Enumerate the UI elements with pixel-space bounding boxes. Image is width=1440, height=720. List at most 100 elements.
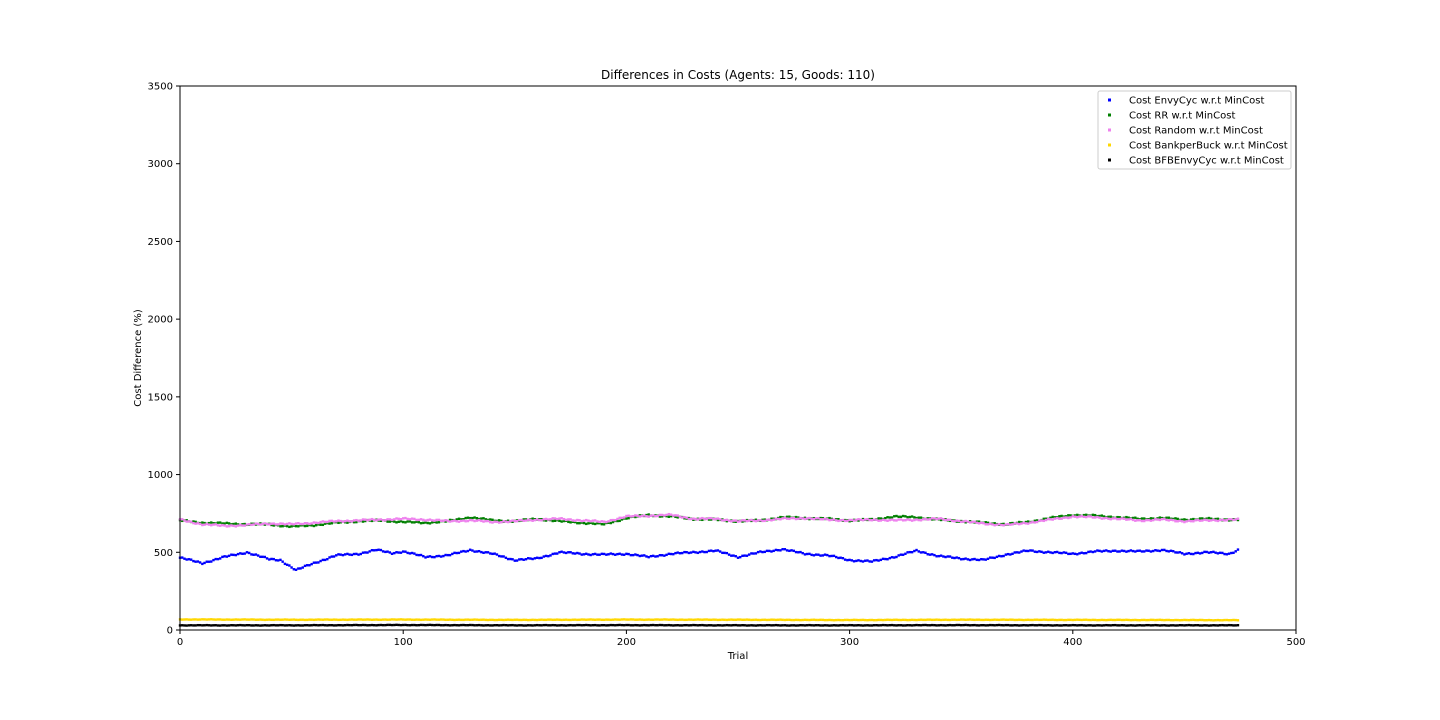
data-point xyxy=(424,618,427,621)
data-point xyxy=(346,618,349,622)
data-point xyxy=(234,624,237,627)
data-point xyxy=(587,623,590,627)
data-point xyxy=(598,520,601,524)
data-point xyxy=(417,553,421,557)
data-point xyxy=(277,559,280,562)
data-point xyxy=(1035,618,1039,621)
data-point xyxy=(535,618,539,622)
data-point xyxy=(930,553,934,556)
data-point xyxy=(658,618,662,621)
data-point xyxy=(611,618,615,621)
data-point xyxy=(551,519,554,523)
data-point xyxy=(826,553,829,557)
data-point xyxy=(192,618,195,621)
data-point xyxy=(1091,624,1095,627)
data-point xyxy=(1087,618,1090,622)
data-point xyxy=(424,521,427,524)
data-point xyxy=(687,618,691,621)
data-point xyxy=(730,624,733,627)
data-point xyxy=(625,552,628,556)
data-point xyxy=(1147,618,1150,622)
data-point xyxy=(247,523,251,526)
x-tick-label: 200 xyxy=(617,637,636,648)
data-point xyxy=(1020,624,1023,627)
data-point xyxy=(1138,519,1141,522)
data-point xyxy=(221,522,224,525)
data-point xyxy=(944,555,947,559)
data-point xyxy=(306,624,309,627)
data-point xyxy=(308,522,311,526)
data-point xyxy=(484,624,487,627)
data-point xyxy=(364,551,367,554)
data-point xyxy=(1018,520,1021,524)
x-tick-label: 0 xyxy=(177,637,183,648)
data-point xyxy=(667,618,671,621)
data-point xyxy=(756,550,760,554)
data-point xyxy=(1140,624,1144,627)
data-point xyxy=(614,553,617,556)
data-point xyxy=(433,555,436,559)
data-point xyxy=(379,519,383,522)
data-point xyxy=(406,517,409,521)
data-point xyxy=(580,618,583,621)
data-point xyxy=(408,624,412,627)
data-point xyxy=(212,624,215,627)
data-point xyxy=(348,553,351,556)
data-point xyxy=(1227,518,1231,521)
data-point xyxy=(551,623,554,627)
data-point xyxy=(433,520,436,524)
data-point xyxy=(317,561,320,564)
legend-label: Cost RR w.r.t MinCost xyxy=(1129,111,1235,122)
data-point xyxy=(518,518,521,522)
data-point xyxy=(761,618,764,622)
data-point xyxy=(1234,518,1237,521)
data-point xyxy=(404,521,407,524)
data-point xyxy=(850,559,854,562)
data-point xyxy=(462,518,465,521)
data-point xyxy=(1178,619,1182,622)
data-point xyxy=(1067,514,1070,517)
data-point xyxy=(625,514,628,518)
data-point xyxy=(270,618,273,622)
data-point xyxy=(1125,550,1128,553)
data-point xyxy=(216,521,220,524)
data-point xyxy=(196,560,200,563)
data-point xyxy=(674,624,677,627)
data-point xyxy=(928,518,932,521)
data-point xyxy=(562,624,566,627)
data-point xyxy=(471,549,474,552)
data-point xyxy=(754,618,758,621)
data-point xyxy=(1216,519,1220,523)
data-point xyxy=(1232,624,1235,627)
data-point xyxy=(341,624,345,627)
data-point xyxy=(268,624,271,627)
data-point xyxy=(995,555,999,559)
data-point xyxy=(1098,514,1101,518)
data-point xyxy=(330,519,333,523)
data-point xyxy=(397,520,400,523)
data-point xyxy=(1009,624,1012,627)
data-point xyxy=(1178,519,1182,522)
data-point xyxy=(611,552,615,556)
data-point xyxy=(647,624,650,627)
data-point xyxy=(442,618,445,621)
data-point xyxy=(417,623,421,627)
data-point xyxy=(640,618,644,621)
data-point xyxy=(1198,624,1202,627)
data-point xyxy=(986,624,990,627)
data-point xyxy=(957,618,961,622)
data-point xyxy=(1026,520,1030,523)
data-point xyxy=(301,566,304,569)
data-point xyxy=(435,521,438,524)
data-point xyxy=(707,624,711,627)
data-point xyxy=(727,624,731,627)
data-point xyxy=(1147,518,1150,522)
data-point xyxy=(482,520,485,523)
data-point xyxy=(955,556,958,559)
data-point xyxy=(638,515,641,518)
data-point xyxy=(482,551,485,555)
data-point xyxy=(1013,551,1016,554)
data-point xyxy=(1093,513,1097,517)
data-point xyxy=(444,519,447,522)
data-point xyxy=(326,521,329,525)
